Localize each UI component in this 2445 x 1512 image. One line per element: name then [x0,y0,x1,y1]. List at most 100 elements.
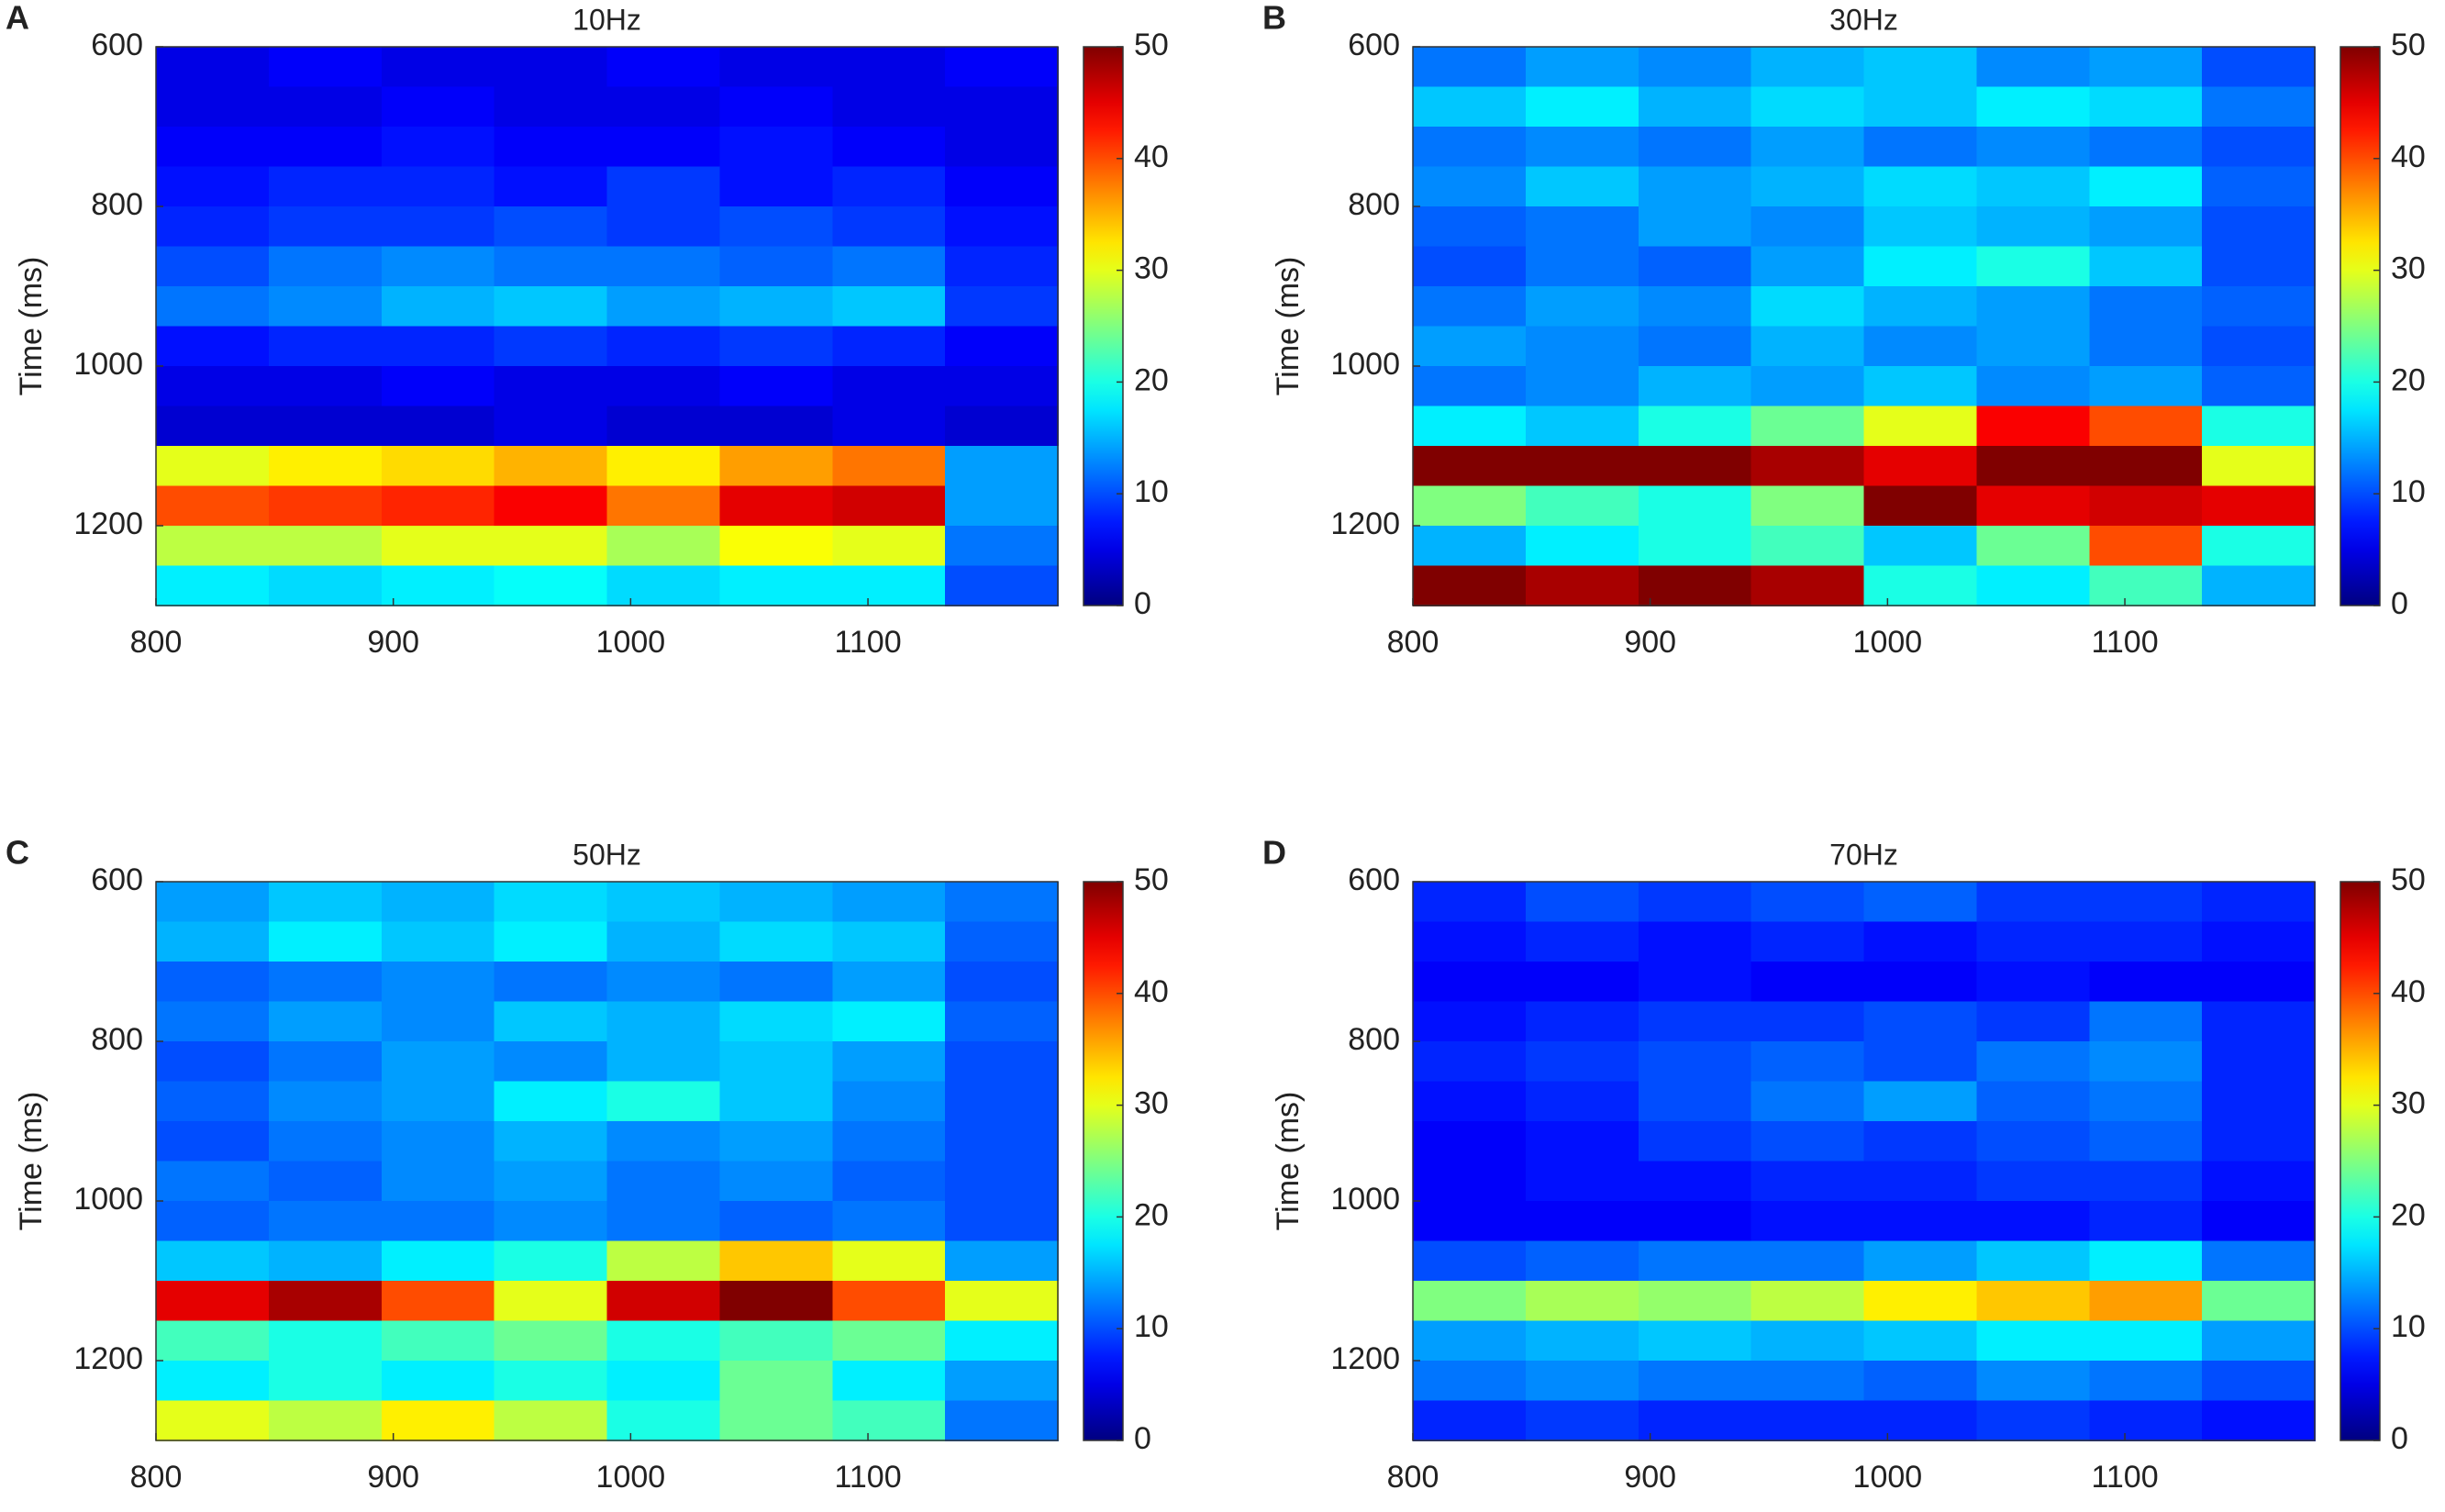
colorbar-tick-label: 30 [2391,251,2426,286]
heat-cell [1413,485,1527,527]
y-tick-label: 800 [1348,187,1400,222]
heat-cell [719,962,834,1003]
heat-cell [156,1161,270,1202]
heat-cell [1525,962,1639,1003]
heat-cell [494,1361,608,1402]
heat-cell [832,921,946,962]
heat-cell [1976,1361,2091,1402]
heat-cell [606,326,721,367]
heat-cell [1863,1361,1978,1402]
heat-cell [2202,962,2316,1003]
heat-cell [1750,565,1865,606]
heat-cell [1638,1320,1752,1362]
heat-cell [1976,1281,2091,1322]
plot-frame [155,881,1059,1441]
y-tick-label: 1200 [1330,1341,1400,1376]
heat-cell [1413,1400,1527,1441]
x-tick-label: 1000 [596,1460,666,1495]
heat-cell [2089,1081,2203,1122]
colorbar-tick-label: 10 [1134,474,1169,509]
heat-cell [1638,921,1752,962]
heat-cell [1976,446,2091,487]
colorbar-tick-label: 10 [1134,1309,1169,1344]
heat-cell [268,485,383,527]
heat-cell [381,1281,495,1322]
heat-cell [268,127,383,168]
heat-cell [268,286,383,328]
heat-cell [1863,1281,1978,1322]
heat-cell [381,206,495,248]
heat-cell [1863,485,1978,527]
heat-cell [156,406,270,447]
heat-cell [156,882,270,923]
heat-cell [1525,1001,1639,1042]
heat-cell [156,1320,270,1362]
heat-cell [1976,485,2091,527]
heat-cell [1638,326,1752,367]
heat-cell [2202,1240,2316,1282]
heat-cell [1525,406,1639,447]
heat-cell [1413,1320,1527,1362]
heat-cell [1863,127,1978,168]
heat-cell [832,47,946,88]
heat-cell [945,166,1059,207]
heat-cell [606,882,721,923]
heat-cell [268,446,383,487]
heat-cell [719,166,834,207]
y-tick-label: 1000 [73,347,143,382]
y-tick-label: 600 [91,862,143,897]
heat-cell [719,485,834,527]
heat-cell [268,1281,383,1322]
heat-cell [945,962,1059,1003]
heat-cell [945,326,1059,367]
heat-cell [381,1041,495,1083]
heat-cell [945,921,1059,962]
x-tick-label: 800 [1387,625,1439,660]
heat-cell [381,246,495,287]
heat-cell [1413,1041,1527,1083]
heat-cell [832,326,946,367]
heat-cell [832,366,946,407]
heat-cell [719,86,834,128]
heat-cell [2202,1081,2316,1122]
heat-cell [1863,1201,1978,1242]
heat-cell [156,446,270,487]
heat-cell [945,446,1059,487]
heat-cell [1976,565,2091,606]
heat-cell [945,286,1059,328]
heat-cell [2202,1201,2316,1242]
heat-cell [1638,286,1752,328]
colorbar-tick-label: 0 [1134,586,1151,621]
heat-cell [2202,485,2316,527]
heat-cell [1638,47,1752,88]
heat-cell [1638,1121,1752,1162]
heat-cell [2202,1400,2316,1441]
panel-label: B [1262,0,1286,37]
heat-cell [606,565,721,606]
heat-cell [1525,526,1639,567]
heat-cell [2202,1281,2316,1322]
y-tick-label: 600 [1348,28,1400,62]
heat-cell [1413,882,1527,923]
colorbar-tick-label: 40 [1134,974,1169,1009]
heat-cell [1750,366,1865,407]
heat-cell [268,246,383,287]
colorbar-tick-label: 20 [1134,1197,1169,1232]
heat-cell [156,526,270,567]
heat-cell [832,406,946,447]
heat-cell [2089,1361,2203,1402]
heat-cell [1638,127,1752,168]
heat-cell [832,485,946,527]
heat-cell [2202,882,2316,923]
heat-cell [606,962,721,1003]
heat-cell [494,206,608,248]
heatmap-cells [1413,882,2316,1441]
heat-cell [1976,526,2091,567]
heat-cell [1976,366,2091,407]
heat-cell [1413,1361,1527,1402]
colorbar-tick-label: 20 [2391,362,2426,397]
heat-cell [719,286,834,328]
heat-cell [494,1081,608,1122]
colorbar-tick-label: 10 [2391,474,2426,509]
heat-cell [832,286,946,328]
